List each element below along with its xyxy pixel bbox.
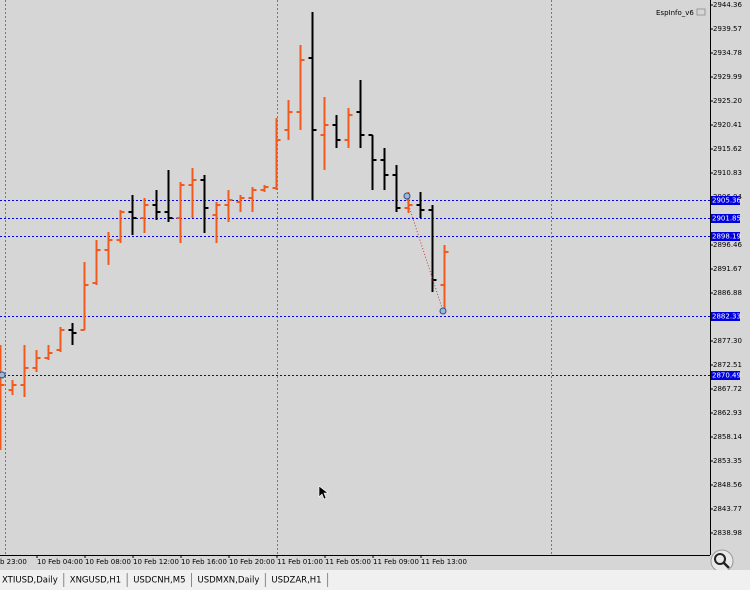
tab[interactable]: USDZAR,H1 xyxy=(271,573,329,587)
tab-label[interactable]: USDCNH,M5 xyxy=(133,576,185,586)
y-tick-label: 2886.88 xyxy=(713,289,742,297)
tab-label[interactable]: USDZAR,H1 xyxy=(271,576,321,586)
level-label-bg xyxy=(711,214,740,223)
x-tick-label: b 23:00 xyxy=(0,558,27,566)
zoom-button-bg[interactable] xyxy=(710,549,734,573)
level-label-bg xyxy=(711,312,740,321)
zoom-icon xyxy=(714,553,726,565)
tab[interactable]: USDMXN,Daily xyxy=(197,573,266,587)
indicator-label: EspInfo_v6 xyxy=(656,9,694,17)
tab-label[interactable]: XTIUSD,Daily xyxy=(2,576,58,586)
y-tick-label: 2944.36 xyxy=(713,1,742,9)
x-tick-label: 11 Feb 13:00 xyxy=(421,558,467,566)
y-tick-label: 2939.57 xyxy=(713,25,742,33)
y-tick-label: 2915.62 xyxy=(713,145,742,153)
x-tick-label: 10 Feb 12:00 xyxy=(133,558,179,566)
y-tick-label: 2838.98 xyxy=(713,529,742,537)
tab-label[interactable]: XNGUSD,H1 xyxy=(70,576,121,586)
level-label-bg xyxy=(711,232,740,241)
tab[interactable]: XTIUSD,Daily xyxy=(2,573,65,587)
zoom-button[interactable] xyxy=(710,549,734,573)
tabs: XTIUSD,Daily XNGUSD,H1 USDCNH,M5 USDMXN,Dai… xyxy=(2,573,329,587)
tab-bar xyxy=(0,570,750,590)
y-tick-label: 2934.78 xyxy=(713,49,742,57)
indicator-icon xyxy=(696,8,706,16)
y-tick-label: 2910.83 xyxy=(713,169,742,177)
level-label: 2901.85 xyxy=(712,215,741,223)
y-tick-label: 2867.72 xyxy=(713,385,742,393)
y-tick-label: 2872.51 xyxy=(713,361,742,369)
level-label-bg xyxy=(711,196,740,205)
y-tick-label: 2896.46 xyxy=(713,241,742,249)
y-tick-label: 2929.99 xyxy=(713,73,742,81)
trade-marker xyxy=(403,192,411,200)
y-tick-label: 2858.14 xyxy=(713,433,742,441)
y-tick-label: 2925.20 xyxy=(713,97,742,105)
mouse-cursor xyxy=(318,485,329,500)
trade-marker xyxy=(439,307,447,315)
level-label: 2898.19 xyxy=(712,233,741,241)
level-label: 2905.36 xyxy=(712,197,741,205)
trade-marker xyxy=(0,371,6,379)
x-tick-label: 10 Feb 16:00 xyxy=(181,558,227,566)
zoom-icon xyxy=(723,562,730,569)
tab[interactable]: XNGUSD,H1 xyxy=(70,573,128,587)
y-tick-label: 2843.77 xyxy=(713,505,742,513)
y-tick-label: 2848.56 xyxy=(713,481,742,489)
y-tick-label: 2862.93 xyxy=(713,409,742,417)
y-tick-label: 2920.41 xyxy=(713,121,742,129)
tab-label[interactable]: USDMXN,Daily xyxy=(197,576,259,586)
trade-line xyxy=(404,193,444,312)
y-tick-label: 2891.67 xyxy=(713,265,742,273)
x-tick-label: 10 Feb 08:00 xyxy=(85,558,131,566)
x-tick-label: 11 Feb 01:00 xyxy=(277,558,323,566)
tab[interactable]: USDCNH,M5 xyxy=(133,573,192,587)
level-label: 2882.33 xyxy=(712,313,741,321)
y-tick-label: 2853.35 xyxy=(713,457,742,465)
chart-background xyxy=(0,0,750,570)
level-label: 2870.49 xyxy=(712,372,741,380)
x-tick-label: 10 Feb 20:00 xyxy=(229,558,275,566)
x-tick-label: 11 Feb 09:00 xyxy=(373,558,419,566)
x-tick-label: 11 Feb 05:00 xyxy=(325,558,371,566)
level-label-bg xyxy=(711,371,740,380)
y-tick-label: 2877.30 xyxy=(713,337,742,345)
x-tick-label: 10 Feb 04:00 xyxy=(37,558,83,566)
